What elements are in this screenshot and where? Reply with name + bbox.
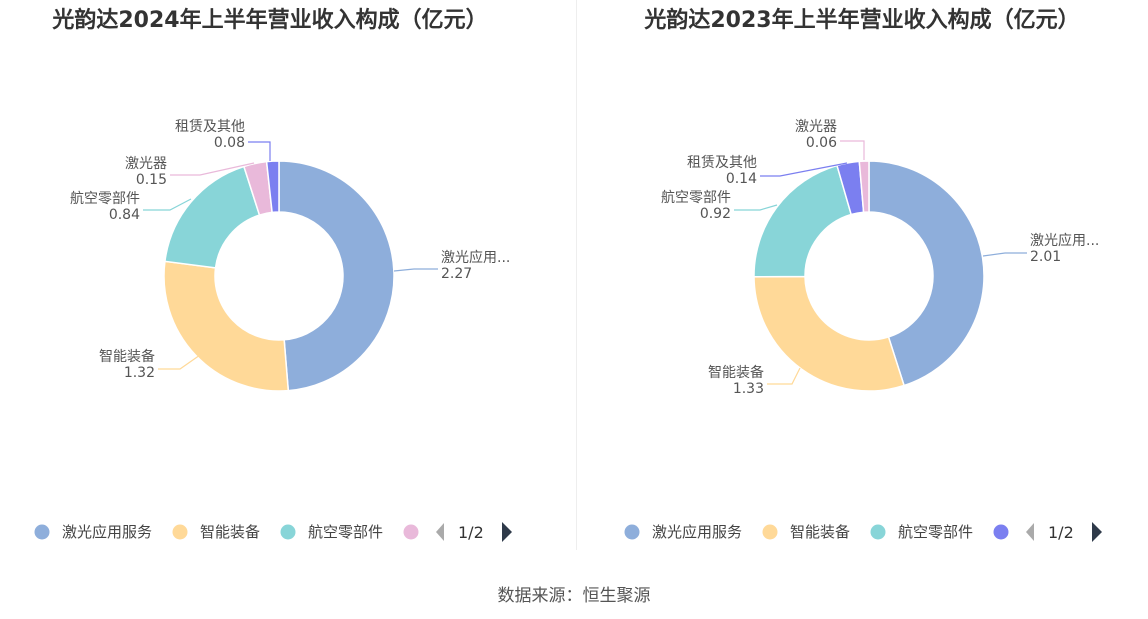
legend-label: 智能装备 xyxy=(790,523,850,541)
legend-item[interactable]: 航空零部件 xyxy=(280,523,384,541)
slice-激光应用服务[interactable] xyxy=(278,160,395,392)
leader-line xyxy=(767,367,801,385)
legend-item[interactable]: 智能装备 xyxy=(762,523,851,541)
leader-line xyxy=(840,140,865,160)
chart-title: 光韵达2023年上半年营业收入构成（亿元） xyxy=(643,7,1079,33)
slice-value: 0.92 xyxy=(700,206,731,222)
slice-value: 0.15 xyxy=(136,172,167,188)
slice-label: 智能装备 xyxy=(708,364,764,381)
leader-line xyxy=(982,252,1027,257)
slice-激光器[interactable] xyxy=(858,160,870,214)
legend-next-icon[interactable] xyxy=(1092,522,1102,542)
legend-item[interactable]: 智能装备 xyxy=(172,523,261,541)
legend: 激光应用服务 智能装备 航空零部件 1/2 xyxy=(34,522,512,542)
slice-航空零部件[interactable] xyxy=(753,164,853,278)
leader-line xyxy=(734,204,778,211)
donut-chart-1: 光韵达2024年上半年营业收入构成（亿元）激光应用...2.27智能装备1.32… xyxy=(34,7,512,542)
legend: 激光应用服务 智能装备 航空零部件 1/2 xyxy=(624,522,1102,542)
legend-item[interactable]: 激光应用服务 xyxy=(624,523,743,541)
chart-title: 光韵达2024年上半年营业收入构成（亿元） xyxy=(51,7,487,33)
legend-label: 航空零部件 xyxy=(308,523,383,541)
slice-激光应用服务[interactable] xyxy=(868,160,985,387)
legend-next-icon[interactable] xyxy=(502,522,512,542)
slice-租赁及其他[interactable] xyxy=(265,160,280,214)
slice-label: 航空零部件 xyxy=(70,191,140,207)
legend-marker xyxy=(172,524,188,540)
legend-marker-partial[interactable] xyxy=(993,524,1009,540)
legend-page-indicator: 1/2 xyxy=(1048,523,1074,542)
leader-line xyxy=(760,162,848,177)
legend-marker xyxy=(34,524,50,540)
slice-label: 激光应用... xyxy=(1030,232,1099,249)
slice-label: 租赁及其他 xyxy=(687,155,757,171)
slice-value: 2.27 xyxy=(441,266,472,282)
legend-marker xyxy=(280,524,296,540)
slice-智能装备[interactable] xyxy=(163,260,290,392)
panel-divider xyxy=(576,0,577,550)
legend-marker xyxy=(762,524,778,540)
legend-label: 航空零部件 xyxy=(898,523,973,541)
legend-item[interactable]: 航空零部件 xyxy=(870,523,974,541)
leader-line xyxy=(143,198,192,211)
leader-line xyxy=(248,141,271,161)
leader-line xyxy=(393,268,438,272)
slice-label: 租赁及其他 xyxy=(175,119,245,135)
legend-label: 激光应用服务 xyxy=(652,523,742,541)
slice-value: 1.32 xyxy=(124,365,155,381)
slice-value: 2.01 xyxy=(1030,249,1061,265)
legend-marker xyxy=(624,524,640,540)
legend-prev-icon[interactable] xyxy=(1026,523,1034,541)
legend-marker xyxy=(870,524,886,540)
legend-prev-icon[interactable] xyxy=(436,523,444,541)
legend-page-indicator: 1/2 xyxy=(458,523,484,542)
data-source: 数据来源：恒生聚源 xyxy=(497,586,651,606)
legend-label: 智能装备 xyxy=(200,523,260,541)
slice-label: 激光器 xyxy=(125,155,167,172)
leader-line xyxy=(158,354,201,370)
slice-label: 智能装备 xyxy=(99,348,155,365)
slice-智能装备[interactable] xyxy=(753,275,906,392)
slice-value: 0.06 xyxy=(806,135,837,151)
slice-value: 1.33 xyxy=(733,381,764,397)
slice-value: 0.14 xyxy=(726,171,757,187)
slice-label: 航空零部件 xyxy=(661,190,731,206)
slice-value: 0.84 xyxy=(109,207,140,223)
legend-marker-partial[interactable] xyxy=(403,524,419,540)
slice-航空零部件[interactable] xyxy=(164,165,261,269)
legend-item[interactable]: 激光应用服务 xyxy=(34,523,153,541)
slice-label: 激光器 xyxy=(795,118,837,135)
legend-label: 激光应用服务 xyxy=(62,523,152,541)
donut-chart-2: 光韵达2023年上半年营业收入构成（亿元）激光应用...2.01智能装备1.33… xyxy=(624,7,1102,542)
slice-label: 激光应用... xyxy=(441,249,510,266)
leader-line xyxy=(170,162,255,176)
slice-value: 0.08 xyxy=(214,135,245,151)
